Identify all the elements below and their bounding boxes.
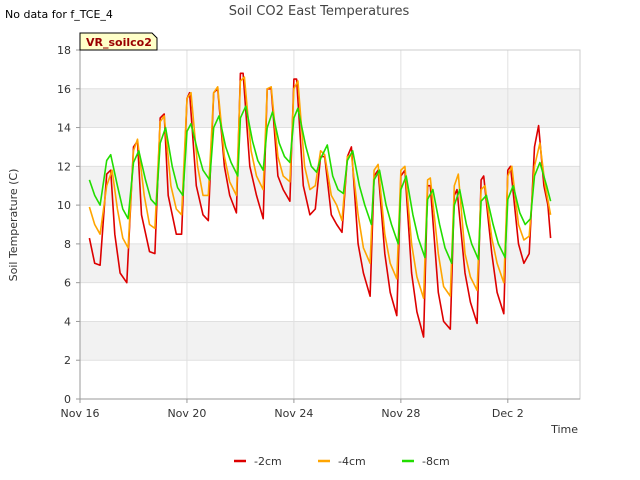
series-line-4cm: [88, 76, 552, 299]
y-axis-label: Soil Temperature (C): [7, 169, 20, 282]
x-axis-label: Time: [550, 423, 578, 436]
y-tick-label: 4: [64, 315, 71, 328]
legend-label: -2cm: [254, 455, 282, 468]
legend-label: -4cm: [338, 455, 366, 468]
legend-label: -8cm: [422, 455, 450, 468]
x-tick-label: Dec 2: [492, 407, 524, 420]
x-tick-label: Nov 24: [274, 407, 313, 420]
y-tick-label: 18: [57, 44, 71, 57]
chart-title: Soil CO2 East Temperatures: [229, 4, 410, 19]
y-tick-labels: 0 2 4 6 8 10 12 14 16 18: [57, 44, 80, 406]
badge-box: [79, 32, 158, 51]
series-line-8cm: [88, 105, 552, 265]
badge: VR_soilco2: [79, 32, 158, 51]
plot-band: [80, 321, 580, 361]
y-tick-label: 14: [57, 122, 71, 135]
plot-background: [80, 50, 580, 399]
x-tick-label: Nov 28: [381, 407, 420, 420]
y-tick-label: 8: [64, 238, 71, 251]
y-tick-label: 6: [64, 277, 71, 290]
x-tick-label: Nov 20: [167, 407, 206, 420]
y-tick-label: 16: [57, 83, 71, 96]
x-tick-labels: Nov 16 Nov 20 Nov 24 Nov 28 Dec 2: [61, 399, 524, 420]
badge-label: VR_soilco2: [86, 36, 152, 49]
plot-band: [80, 50, 580, 89]
x-tick-label: Nov 16: [61, 407, 100, 420]
y-tick-label: 2: [64, 354, 71, 367]
axes: [79, 49, 581, 400]
y-tick-label: 10: [57, 199, 71, 212]
legend: -2cm -4cm -8cm: [234, 455, 450, 468]
plot-band: [80, 360, 580, 399]
no-data-note: No data for f_TCE_4: [5, 8, 113, 21]
y-tick-label: 0: [64, 393, 71, 406]
y-tick-label: 12: [57, 160, 71, 173]
plot-band: [80, 88, 580, 128]
series-lines: [88, 72, 552, 338]
